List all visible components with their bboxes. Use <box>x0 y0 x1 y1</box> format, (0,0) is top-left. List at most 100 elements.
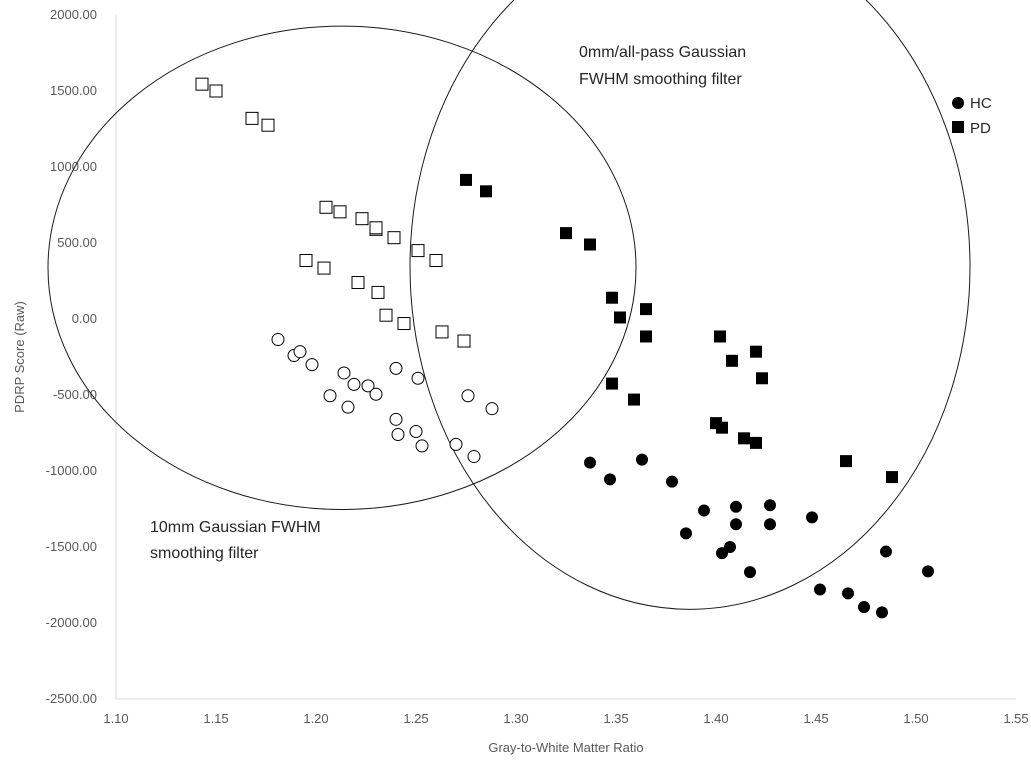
axes <box>115 15 1016 700</box>
pd-10mm-point <box>317 261 331 275</box>
annotation-0mm-line2: FWHM smoothing filter <box>579 71 742 88</box>
pd-0mm-point <box>614 311 626 324</box>
pd-0mm-point <box>560 227 572 240</box>
hc-10mm-point <box>337 366 351 380</box>
x-tick-label: 1.30 <box>503 711 528 726</box>
pd-10mm-point <box>379 308 393 322</box>
hc-10mm-point <box>391 428 405 442</box>
pd-10mm-point <box>371 285 385 299</box>
hc-0mm-point <box>858 601 870 614</box>
x-tick-label: 1.50 <box>903 711 928 726</box>
hc-10mm-point <box>347 377 361 391</box>
legend-hc-label: HC <box>970 95 992 112</box>
x-tick-label: 1.40 <box>703 711 728 726</box>
hc-0mm-point <box>680 527 692 540</box>
pd-0mm-point <box>584 238 596 251</box>
x-tick-label: 1.20 <box>303 711 328 726</box>
hc-10mm-point <box>485 402 499 416</box>
hc-10mm-point <box>293 345 307 359</box>
pd-0mm-point <box>750 345 762 358</box>
pd-10mm-point <box>411 244 425 258</box>
x-tick-label: 1.45 <box>803 711 828 726</box>
hc-10mm-point <box>271 333 285 347</box>
pd-0mm-point <box>606 291 618 304</box>
x-axis-title: Gray-to-White Matter Ratio <box>488 740 643 755</box>
hc-0mm-point <box>764 499 776 512</box>
y-tick-label: -1500.00 <box>46 539 97 554</box>
y-tick-label: 500.00 <box>57 235 97 250</box>
pd-0mm-point <box>640 303 652 316</box>
y-tick-label: -500.00 <box>53 387 97 402</box>
annotation-0mm-line1: 0mm/all-pass Gaussian <box>579 44 746 61</box>
hc-0mm-point <box>716 547 728 560</box>
filter-ellipses <box>47 0 971 610</box>
y-tick-label: 1000.00 <box>50 159 97 174</box>
x-tick-labels: 1.10 1.15 1.20 1.25 1.30 1.35 1.40 1.45 1.50 1.55 <box>103 711 1028 726</box>
pd-0mm-point <box>750 436 762 449</box>
ellipse-10mm-filter <box>47 25 637 510</box>
y-axis-title: PDRP Score (Raw) <box>12 301 27 413</box>
pd-10mm-point <box>397 317 411 331</box>
hc-10mm-point <box>411 371 425 385</box>
annotations: 0mm/all-pass Gaussian FWHM smoothing fil… <box>150 44 746 562</box>
hc-0mm-point <box>806 511 818 524</box>
pd-10mm-point <box>209 84 223 98</box>
x-tick-label: 1.55 <box>1003 711 1028 726</box>
pd-0mm-point <box>628 393 640 406</box>
hc-0mm-point <box>814 583 826 596</box>
pd-10mm-point <box>319 200 333 214</box>
hc-0mm-point <box>842 587 854 600</box>
pd-10mm-point <box>457 334 471 348</box>
pd-10mm-point <box>355 212 369 226</box>
annotation-10mm-line1: 10mm Gaussian FWHM <box>150 519 321 536</box>
hc-10mm-point <box>361 379 375 393</box>
x-tick-label: 1.25 <box>403 711 428 726</box>
pd-0mm-point <box>726 354 738 367</box>
hc-10mm-point <box>369 387 383 401</box>
hc-0mm-point <box>764 518 776 531</box>
pd-10mm-point <box>333 205 347 219</box>
pd-0mm-point <box>640 330 652 343</box>
pd-0mm-point <box>460 173 472 186</box>
hc-0mm-point <box>584 456 596 469</box>
x-tick-label: 1.15 <box>203 711 228 726</box>
pd-10mm-point <box>387 231 401 245</box>
hc-0mm-point <box>730 518 742 531</box>
ellipse-0mm-filter <box>409 0 971 610</box>
legend-pd-marker <box>952 121 964 133</box>
pd-10mm-point <box>245 111 259 125</box>
hc-0mm-point <box>880 545 892 558</box>
pd-10mm-point <box>261 118 275 132</box>
pd-0mm-point <box>714 330 726 343</box>
y-tick-label: -1000.00 <box>46 463 97 478</box>
x-tick-label: 1.10 <box>103 711 128 726</box>
hc-0mm-point <box>604 473 616 486</box>
y-tick-labels: 2000.00 1500.00 1000.00 500.00 0.00 -500.00 -1… <box>46 7 97 706</box>
pd-10mm-point <box>435 325 449 339</box>
y-tick-label: 1500.00 <box>50 83 97 98</box>
hc-10mm-point <box>305 358 319 372</box>
x-tick-label: 1.35 <box>603 711 628 726</box>
hc-0mm-point <box>876 606 888 619</box>
pd-0mm-point <box>886 471 898 484</box>
legend: HC PD <box>952 95 992 137</box>
pd-0mm-point <box>716 421 728 434</box>
legend-pd-label: PD <box>970 120 991 137</box>
hc-0mm-point <box>666 475 678 488</box>
pd-10mm-point <box>429 253 443 267</box>
y-tick-label: -2500.00 <box>46 691 97 706</box>
hc-0mm-point <box>698 504 710 517</box>
hc-10mm-point <box>341 400 355 414</box>
hc-10mm-point <box>449 437 463 451</box>
hc-10mm-point <box>409 424 423 438</box>
pd-0mm-point <box>606 377 618 390</box>
hc-0mm-point <box>636 453 648 466</box>
hc-10mm-point <box>323 389 337 403</box>
y-tick-label: 0.00 <box>72 311 97 326</box>
legend-hc-marker <box>952 97 964 109</box>
hc-0mm-point <box>744 566 756 579</box>
pd-0mm-point <box>756 372 768 385</box>
y-tick-label: 2000.00 <box>50 7 97 22</box>
